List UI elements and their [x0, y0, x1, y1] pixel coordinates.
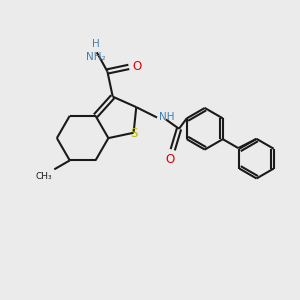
Text: O: O: [165, 153, 174, 166]
Text: O: O: [133, 60, 142, 74]
Text: CH₃: CH₃: [36, 172, 52, 181]
Text: H: H: [92, 39, 100, 49]
Text: NH: NH: [159, 112, 175, 122]
Text: S: S: [130, 127, 138, 140]
Text: NH₂: NH₂: [86, 52, 106, 62]
